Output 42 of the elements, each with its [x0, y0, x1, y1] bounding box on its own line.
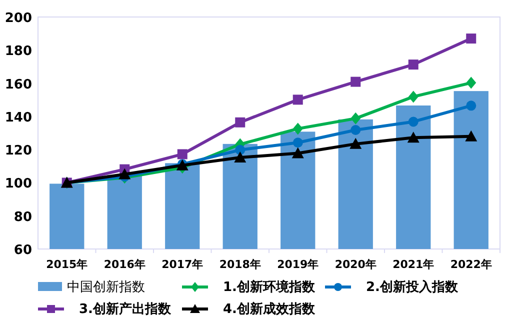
legend-label: 4.创新成效指数 [223, 301, 316, 317]
y-tick-label: 100 [4, 176, 32, 192]
y-tick-label: 160 [4, 77, 32, 92]
legend-label: 1.创新环境指数 [223, 279, 316, 295]
point [407, 132, 420, 143]
point [350, 76, 361, 87]
point [292, 147, 304, 158]
x-tick-label: 2019年 [277, 258, 319, 271]
point [465, 130, 478, 142]
y-tick-label: 80 [14, 210, 32, 225]
point [234, 152, 246, 163]
point [235, 144, 246, 155]
point [235, 117, 246, 128]
point [292, 94, 303, 105]
point [466, 76, 476, 89]
point [350, 125, 361, 136]
legend-label: 3.创新产出指数 [79, 301, 172, 317]
point [350, 112, 361, 124]
point [466, 34, 476, 44]
point [350, 138, 362, 149]
point [292, 138, 303, 148]
point [292, 122, 303, 135]
point [408, 116, 418, 127]
y-tick-label: 140 [4, 110, 32, 126]
legend-label: 2.创新投入指数 [366, 279, 459, 295]
x-tick-label: 2020年 [334, 258, 376, 271]
point [118, 168, 131, 180]
y-tick-label: 60 [14, 243, 32, 258]
point [466, 100, 476, 111]
x-tick-label: 2018年 [219, 258, 261, 271]
x-tick-label: 2016年 [104, 258, 146, 271]
y-tick-label: 120 [4, 144, 32, 159]
point [177, 149, 188, 160]
y-tick-label: 180 [4, 44, 32, 60]
x-tick-label: 2021年 [392, 258, 434, 271]
x-tick-label: 2017年 [162, 258, 204, 271]
y-tick-label: 200 [4, 11, 32, 26]
x-tick-label: 2022年 [450, 258, 492, 271]
point [408, 60, 418, 70]
legend-label: 中国创新指数 [67, 280, 145, 295]
point [408, 90, 418, 103]
x-tick-label: 2015年 [46, 258, 88, 271]
